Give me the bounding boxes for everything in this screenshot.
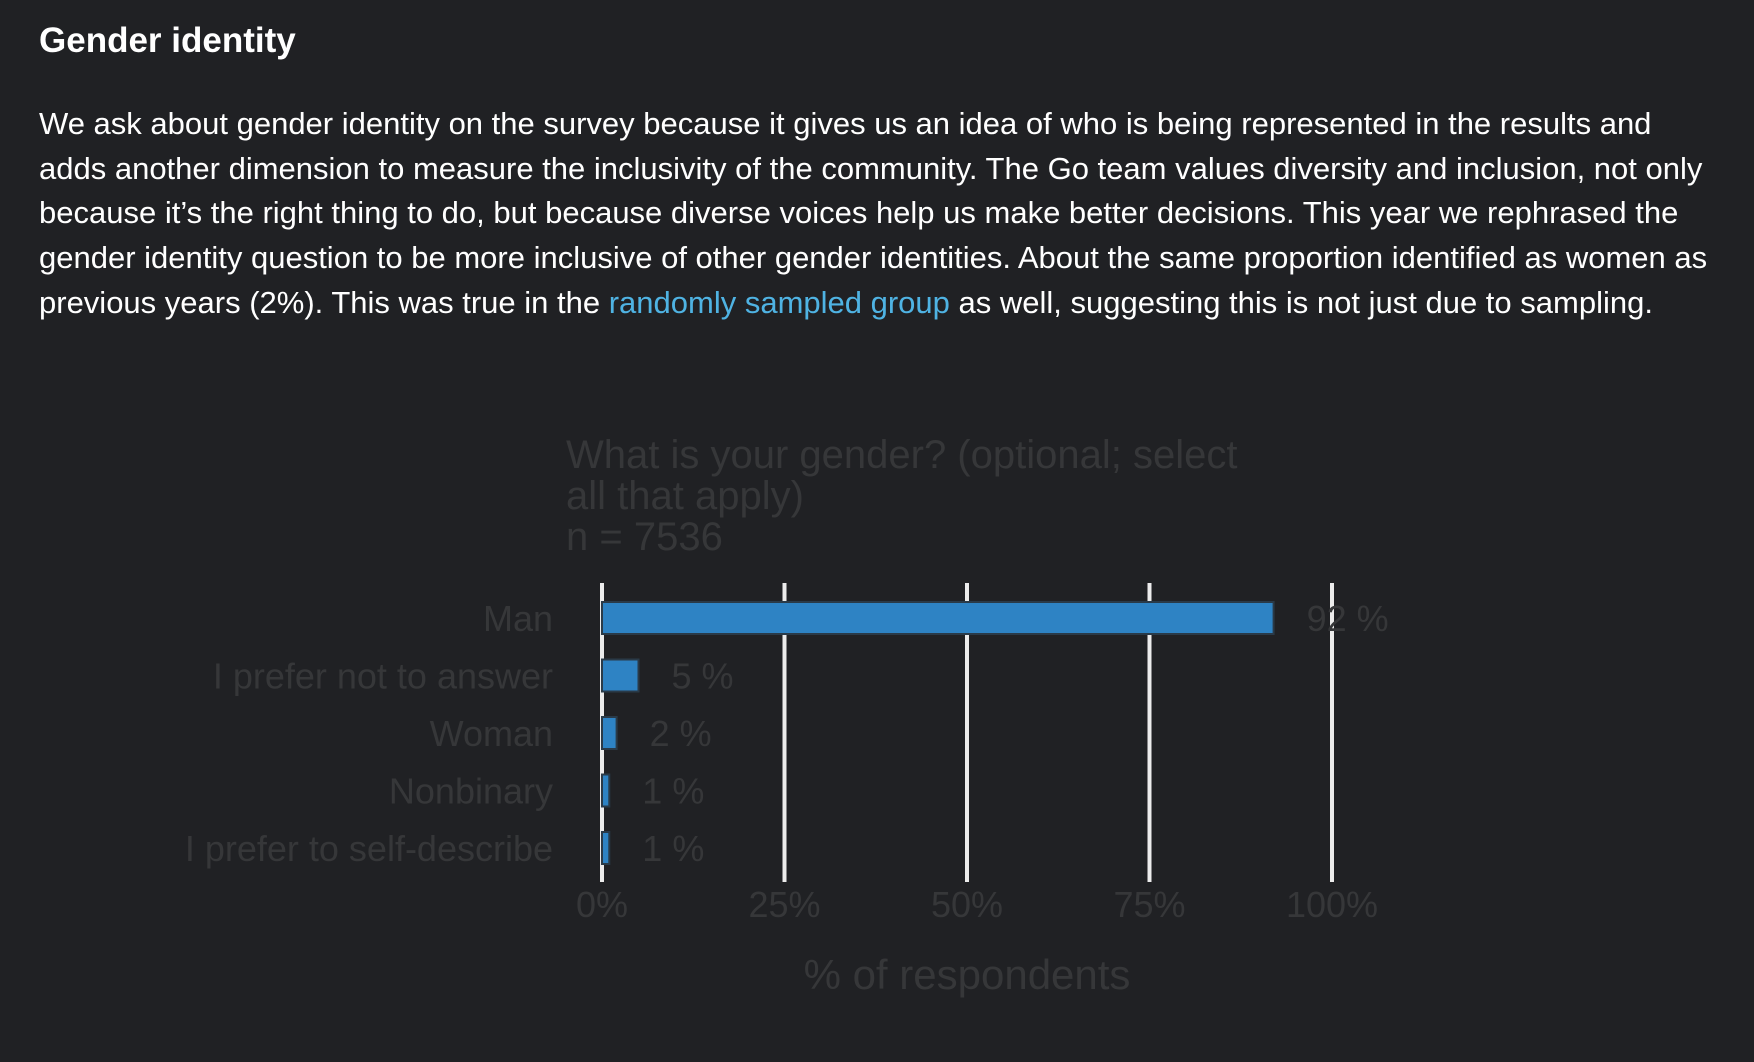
x-tick-label: 100% bbox=[1286, 884, 1378, 925]
gender-chart-svg: What is your gender? (optional; selectal… bbox=[185, 433, 1389, 998]
bar bbox=[601, 716, 618, 750]
chart-title-line: What is your gender? (optional; select bbox=[566, 433, 1237, 477]
data-label: 1 % bbox=[642, 771, 704, 812]
chart-title-line: n = 7536 bbox=[566, 515, 723, 559]
x-axis-label: % of respondents bbox=[804, 951, 1131, 998]
category-label: Woman bbox=[430, 713, 553, 754]
gender-chart: What is your gender? (optional; select al… bbox=[0, 420, 1754, 1040]
bar bbox=[601, 658, 640, 693]
x-tick-label: 0% bbox=[576, 884, 628, 925]
data-label: 1 % bbox=[642, 828, 704, 869]
bar bbox=[601, 601, 1275, 635]
data-label: 5 % bbox=[672, 656, 734, 697]
intro-text-after-link: as well, suggesting this is not just due… bbox=[949, 284, 1653, 320]
data-label: 2 % bbox=[650, 713, 712, 754]
chart-title-line: all that apply) bbox=[566, 474, 804, 518]
intro-text-before-link: We ask about gender identity on the surv… bbox=[39, 106, 1708, 320]
category-label: I prefer not to answer bbox=[213, 656, 553, 697]
intro-paragraph: We ask about gender identity on the surv… bbox=[39, 102, 1719, 326]
section-title: Gender identity bbox=[39, 21, 296, 60]
category-label: Nonbinary bbox=[389, 771, 553, 812]
x-tick-label: 50% bbox=[931, 884, 1003, 925]
x-tick-label: 25% bbox=[748, 884, 820, 925]
data-label: 92 % bbox=[1307, 598, 1389, 639]
bar bbox=[601, 831, 611, 865]
category-label: Man bbox=[483, 598, 553, 639]
randomly-sampled-group-link[interactable]: randomly sampled group bbox=[608, 284, 950, 320]
x-tick-label: 75% bbox=[1113, 884, 1185, 925]
bar bbox=[601, 773, 611, 808]
category-label: I prefer to self-describe bbox=[185, 828, 553, 869]
